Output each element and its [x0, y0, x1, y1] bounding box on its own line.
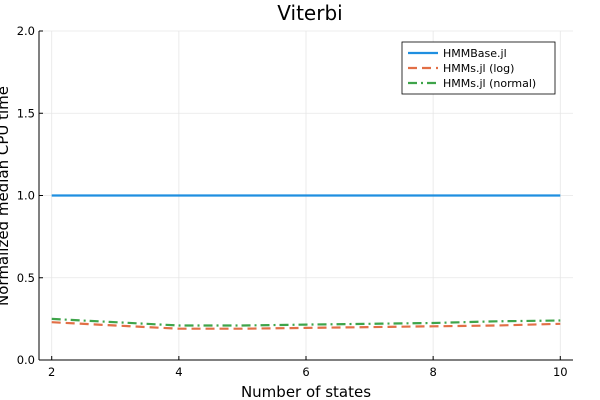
- x-tick-label: 10: [553, 365, 568, 379]
- x-axis-label: Number of states: [241, 383, 371, 400]
- series-lines: [51, 194, 561, 330]
- axes: 2 4 6 8 10 0.0 0.5 1.0 1.5 2.0: [17, 24, 573, 379]
- y-axis-label: Normalized median CPU time: [0, 86, 12, 306]
- legend-label: HMMs.jl (log): [443, 62, 514, 75]
- legend-label: HMMs.jl (normal): [443, 77, 536, 90]
- chart-title: Viterbi: [277, 1, 342, 25]
- legend: HMMBase.jl HMMs.jl (log) HMMs.jl (normal): [401, 41, 556, 95]
- x-tick-label: 4: [175, 365, 182, 379]
- y-tick-label: 1.0: [17, 189, 35, 203]
- y-tick-label: 2.0: [17, 24, 35, 38]
- y-tick-label: 0.5: [17, 271, 35, 285]
- series-line: [51, 317, 561, 327]
- legend-label: HMMBase.jl: [443, 47, 507, 60]
- x-tick-label: 8: [429, 365, 436, 379]
- series-line: [51, 321, 561, 330]
- y-tick-label: 0.0: [17, 353, 35, 367]
- y-tick-label: 1.5: [17, 106, 35, 120]
- x-tick-label: 6: [302, 365, 309, 379]
- x-tick-label: 2: [48, 365, 55, 379]
